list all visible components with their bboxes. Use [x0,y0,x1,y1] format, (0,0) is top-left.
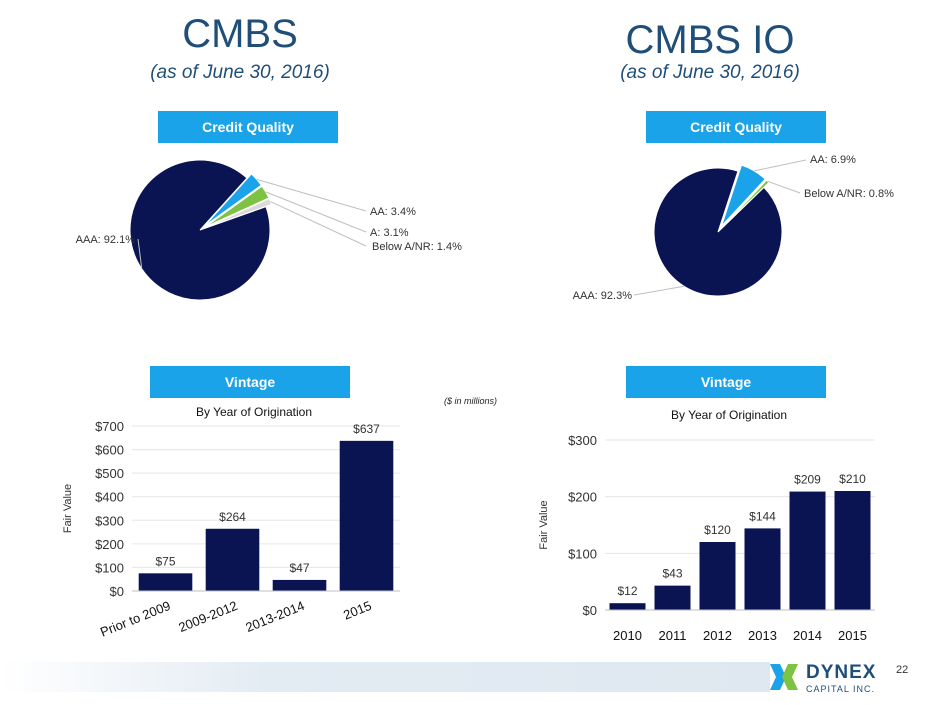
bar-data-label: $43 [662,567,682,581]
cmbs-io-credit-quality-header: Credit Quality [646,111,826,143]
bar-data-label: $75 [155,554,175,568]
footer-bar [0,662,770,692]
y-tick-label: $0 [583,603,597,618]
y-tick-label: $100 [568,546,597,561]
x-tick-label: 2013-2014 [243,598,306,635]
bar [272,579,327,591]
pie-data-label: AA: 3.4% [370,206,416,218]
pie-data-label: Below A/NR: 0.8% [804,188,894,200]
y-tick-label: $300 [95,513,124,528]
y-tick-label: $500 [95,466,124,481]
bar-data-label: $209 [794,473,821,487]
dynex-logo-name: DYNEX [806,662,877,683]
cmbs-credit-quality-header: Credit Quality [158,111,338,143]
y-tick-label: $0 [110,584,124,599]
bar-data-label: $210 [839,472,866,486]
pie-leader-line [754,159,807,172]
y-tick-label: $200 [95,537,124,552]
y-tick-label: $100 [95,560,124,575]
bar [789,491,826,610]
cmbs-io-subtitle: (as of June 30, 2016) [620,62,800,83]
pie-data-label: Below A/NR: 1.4% [372,241,462,253]
bar [205,528,260,591]
pie-leader-line [137,238,143,269]
y-axis-label: Fair Value [62,484,74,533]
bar [744,528,781,610]
x-tick-label: 2013 [748,628,777,643]
cmbs-io-vintage-header: Vintage [626,366,826,398]
x-tick-label: 2010 [613,628,642,643]
bar [138,573,193,591]
bar [609,603,646,610]
bar-data-label: $264 [219,510,246,524]
x-tick-label: Prior to 2009 [98,598,173,640]
y-tick-label: $400 [95,490,124,505]
cmbs-io-credit-pie-chart: AAA: 92.3% AA: 6.9% Below A/NR: 0.8% [573,154,894,302]
chart-title: By Year of Origination [671,408,787,422]
bar [699,542,736,610]
pie-leader-line [270,201,367,247]
x-tick-label: 2011 [659,628,687,643]
bar [834,491,871,610]
units-note: ($ in millions) [444,396,498,406]
x-tick-label: 2015 [341,598,373,623]
y-tick-label: $600 [95,443,124,458]
bar-data-label: $637 [353,422,380,436]
dynex-logo-sub: CAPITAL INC. [806,684,876,694]
y-tick-label: $200 [568,490,597,505]
y-tick-label: $700 [95,419,124,434]
dynex-logo-icon [770,664,798,690]
cmbs-io-title: CMBS IO [625,18,795,62]
x-tick-label: 2012 [703,628,732,643]
bar [339,440,394,591]
x-tick-label: 2009-2012 [176,598,239,635]
bar-data-label: $12 [617,584,637,598]
bar-data-label: $47 [289,561,309,575]
cmbs-credit-pie-chart: AAA: 92.1% AA: 3.4% A: 3.1% Below A/NR: 1.4… [76,159,462,301]
cmbs-io-vintage-bar-chart: By Year of Origination $0 $100 $200 $300 Fair… [538,408,875,643]
y-tick-label: $300 [568,433,597,448]
y-axis-label: Fair Value [538,500,550,549]
bar-data-label: $144 [749,509,776,523]
pie-data-label: AA: 6.9% [810,154,856,166]
cmbs-title: CMBS [182,12,298,56]
pie-leader-line [633,285,685,296]
pie-leader-line [256,178,367,212]
pie-slice [721,164,766,227]
pie-data-label: AAA: 92.1% [76,234,136,246]
pie-leader-line [265,191,367,233]
pie-data-label: A: 3.1% [370,227,409,239]
chart-title: By Year of Origination [196,405,312,419]
cmbs-subtitle: (as of June 30, 2016) [150,62,330,83]
pie-data-label: AAA: 92.3% [573,290,633,302]
cmbs-vintage-header: Vintage [150,366,350,398]
x-tick-label: 2014 [793,628,822,643]
bar [654,585,691,610]
bar-data-label: $120 [704,523,731,537]
x-tick-label: 2015 [838,628,867,643]
page-number: 22 [896,664,909,676]
pie-leader-line [767,180,801,194]
cmbs-vintage-bar-chart: By Year of Origination $0 $100 $200 $300 $400… [62,405,400,640]
